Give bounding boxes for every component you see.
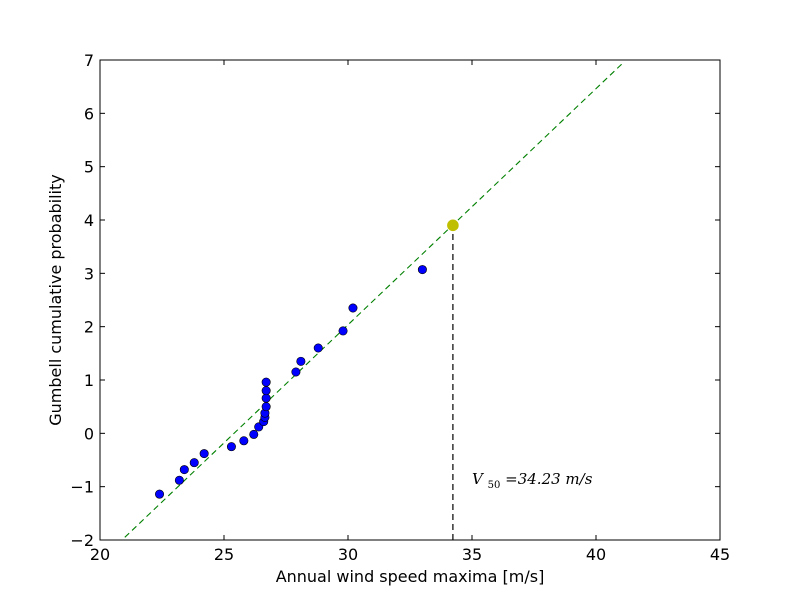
data-point — [296, 356, 306, 366]
annotation-rest: =34.23 m/s — [505, 470, 593, 488]
plot-layer — [124, 62, 624, 540]
annotation-var: V — [472, 470, 485, 488]
x-tick-label: 40 — [586, 545, 606, 564]
y-tick-label: 4 — [84, 211, 94, 230]
data-point — [249, 429, 259, 439]
y-axis-label: Gumbell cumulative probability — [46, 174, 65, 426]
x-tick-label: 30 — [338, 545, 358, 564]
data-point — [261, 393, 271, 403]
data-point — [313, 343, 323, 353]
data-point — [348, 303, 358, 313]
fit-line — [124, 62, 624, 538]
x-tick-label: 45 — [710, 545, 730, 564]
data-point — [239, 436, 249, 446]
data-point — [261, 402, 271, 412]
data-point — [261, 386, 271, 396]
data-point — [417, 265, 427, 275]
data-point — [261, 377, 271, 387]
y-tick-label: 1 — [84, 371, 94, 390]
y-tick-label: 3 — [84, 264, 94, 283]
y-tick-label: 0 — [84, 424, 94, 443]
x-axis-label: Annual wind speed maxima [m/s] — [276, 567, 545, 586]
y-tick-label: −2 — [70, 531, 94, 550]
y-tick-label: 6 — [84, 104, 94, 123]
data-point — [174, 475, 184, 485]
return-level-annotation: V 50 =34.23 m/s — [472, 470, 593, 492]
x-tick-label: 25 — [214, 545, 234, 564]
data-point — [155, 489, 165, 499]
x-tick-label: 35 — [462, 545, 482, 564]
data-point — [179, 465, 189, 475]
return-level-point — [447, 219, 459, 232]
y-tick-label: 2 — [84, 318, 94, 337]
data-point — [199, 449, 209, 459]
y-tick-label: 7 — [84, 51, 94, 70]
y-tick-label: −1 — [70, 478, 94, 497]
data-point — [226, 442, 236, 452]
annotation-sub: 50 — [488, 480, 501, 491]
x-tick-label: 20 — [90, 545, 110, 564]
y-tick-label: 5 — [84, 158, 94, 177]
data-point — [291, 367, 301, 377]
plot-frame — [99, 59, 721, 541]
data-point — [338, 326, 348, 336]
data-point — [189, 458, 199, 468]
